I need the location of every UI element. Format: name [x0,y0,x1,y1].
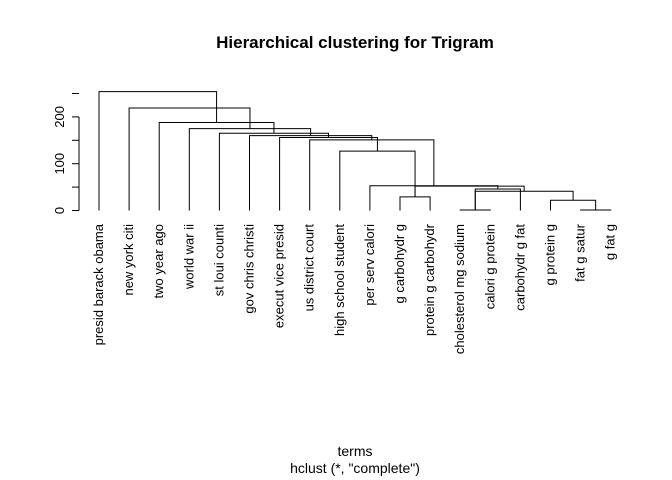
leaf-label: execut vice presid [272,224,287,328]
leaf-label: us district court [302,224,317,312]
branch-m13 [218,132,330,211]
branch-m3 [550,199,597,211]
dendrogram-branches [98,91,612,211]
leaf-label: high school student [332,224,347,336]
branch-m17 [98,91,218,211]
chart-title: Hierarchical clustering for Trigram [216,33,494,52]
branch-m16 [128,107,251,211]
leaf-label: carbohydr g fat [512,224,527,311]
branch-m11 [279,136,378,211]
leaf-label: world war ii [181,224,196,290]
leaf-label: st loui counti [211,224,226,296]
leaf-label: per serv calori [362,224,377,306]
y-tick-label: 100 [52,153,67,175]
leaf-label: two year ago [151,224,166,298]
leaf-label: g protein g [543,224,558,285]
x-axis-label: terms [338,443,373,459]
branch-m6 [474,188,521,211]
leaf-label: new york citi [121,224,136,296]
leaf-label: g carbohydr g [392,224,407,304]
branch-m9 [339,150,416,211]
leaf-label: protein g carbohydr [422,223,437,336]
branch-m12 [249,135,373,211]
leaf-label: calori g protein [482,224,497,309]
leaf-label: presid barack obama [91,223,106,345]
leaf-label: cholesterol mg sodium [452,224,467,354]
leaf-labels: presid barack obama new york citi two year… [91,223,618,354]
leaf-label: fat g satur [573,223,588,281]
y-tick-label: 200 [52,106,67,128]
branch-m4 [399,196,431,211]
leaf-label: gov chris christi [242,224,257,314]
leaf-label: g fat g [603,224,618,260]
y-axis: 0 100 200 [52,93,80,214]
subtitle: hclust (*, "complete") [290,460,420,476]
y-tick-label: 0 [52,207,67,214]
